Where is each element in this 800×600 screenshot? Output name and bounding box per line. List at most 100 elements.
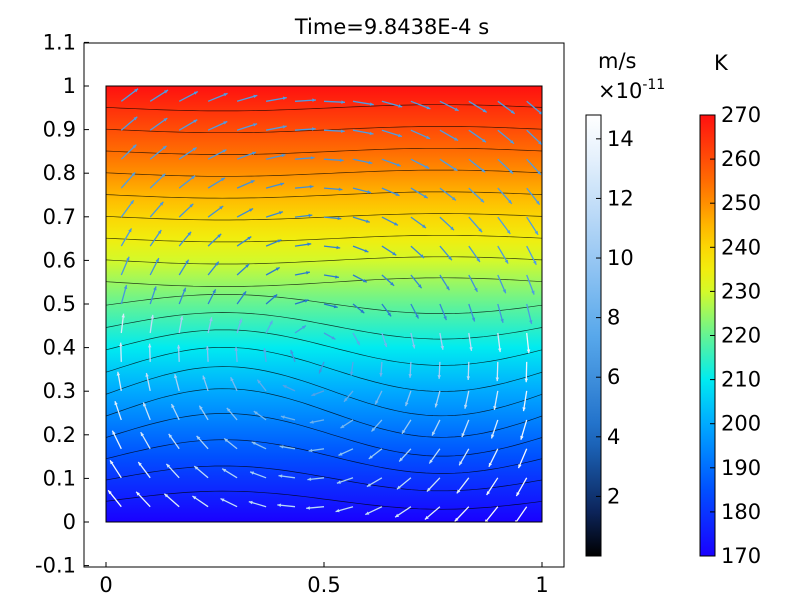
velocity-arrow-164 — [410, 100, 431, 110]
velocity-arrow-212 — [517, 448, 528, 469]
velocity-arrow-58 — [207, 120, 228, 131]
velocity-arrow-54 — [207, 233, 222, 247]
y-tick-label-6: 0.5 — [43, 292, 76, 316]
temperature-tick-label-7: 240 — [721, 235, 761, 259]
velocity-arrow-68 — [236, 263, 250, 276]
velocity-arrow-110 — [318, 361, 325, 374]
velocity-arrow-13 — [120, 116, 138, 131]
velocity-arrow-85 — [265, 211, 284, 218]
velocity-arrow-132 — [352, 158, 373, 165]
velocity-arrow-6 — [120, 313, 125, 334]
velocity-arrow-131 — [352, 187, 372, 194]
velocity-arrow-34 — [174, 374, 180, 392]
temperature-colorbar: K 170 180 190 200 210 220 230 240 250 260 270 — [699, 51, 761, 568]
velocity-arrow-15 — [135, 491, 151, 508]
velocity-arrow-44 — [178, 91, 199, 102]
velocity-arrow-103 — [294, 127, 316, 131]
velocity-arrow-52 — [207, 289, 217, 305]
velocity-arrow-150 — [394, 506, 412, 518]
velocity-arrow-93 — [280, 415, 296, 421]
velocity-arrow-204 — [497, 245, 509, 264]
y-axis-ticks: -0.1 0 0.1 0.2 0.3 0.4 0.5 0.6 0.7 0.8 0.9 1 1.1 — [35, 30, 89, 578]
temperature-tick-label-2: 190 — [721, 456, 761, 480]
isotherm-line-18 — [106, 126, 542, 134]
velocity-arrow-214 — [522, 390, 528, 412]
y-tick-label-3: 0.2 — [43, 423, 76, 447]
temperature-tick-label-9: 260 — [721, 147, 761, 171]
velocity-arrow-200 — [495, 361, 499, 382]
velocity-arrow-31 — [165, 463, 180, 479]
velocity-arrow-163 — [410, 129, 431, 140]
velocity-arrow-69 — [236, 236, 252, 247]
velocity-arrow-217 — [526, 303, 533, 325]
x-tick-label-1: 0.5 — [307, 573, 340, 597]
velocity-arrow-36 — [178, 315, 184, 334]
velocity-tick-label-3: 8 — [607, 306, 620, 330]
velocity-arrow-208 — [497, 129, 515, 145]
isotherm-line-1 — [106, 490, 542, 510]
velocity-arrow-191 — [468, 187, 485, 203]
velocity-arrow-35 — [176, 344, 181, 362]
velocity-arrow-89 — [265, 96, 287, 102]
velocity-arrow-190 — [468, 216, 483, 233]
velocity-arrow-111 — [323, 332, 336, 340]
velocity-arrow-115 — [323, 216, 342, 221]
isotherm-line-19 — [106, 104, 542, 112]
velocity-arrow-100 — [294, 213, 313, 218]
velocity-arrow-188 — [468, 274, 478, 293]
velocity-arrow-37 — [178, 287, 187, 305]
velocity-arrow-3 — [114, 400, 122, 421]
velocity-arrow-59 — [207, 92, 228, 102]
velocity-arrow-171 — [439, 332, 444, 350]
velocity-arrow-101 — [294, 185, 314, 189]
velocity-arrow-213 — [520, 419, 528, 440]
velocity-arrow-53 — [207, 261, 220, 276]
velocity-arrow-125 — [349, 361, 354, 376]
temperature-tick-label-3: 200 — [721, 412, 761, 436]
velocity-arrow-21 — [149, 314, 155, 334]
velocity-arrow-1 — [109, 460, 122, 479]
velocity-arrow-121 — [336, 477, 354, 484]
velocity-arrow-193 — [468, 129, 487, 143]
velocity-arrow-151 — [396, 477, 412, 490]
velocity-arrow-76 — [249, 471, 267, 479]
velocity-arrow-97 — [294, 299, 309, 305]
velocity-arrow-129 — [352, 245, 369, 253]
velocity-colorbar-bar — [585, 114, 602, 557]
velocity-arrow-184 — [464, 390, 470, 409]
velocity-arrow-179 — [439, 100, 459, 112]
velocity-arrow-158 — [410, 274, 423, 289]
temperature-unit-label: K — [714, 51, 729, 75]
velocity-arrow-211 — [515, 477, 528, 497]
velocity-arrow-41 — [178, 175, 196, 189]
y-tick-label-5: 0.4 — [43, 336, 76, 360]
velocity-arrow-173 — [439, 274, 450, 291]
velocity-exponent: -11 — [642, 77, 665, 93]
velocity-arrow-135 — [365, 506, 383, 516]
velocity-arrow-162 — [410, 158, 430, 170]
velocity-arrow-107 — [308, 448, 325, 453]
velocity-arrow-10 — [120, 199, 135, 218]
velocity-arrow-63 — [226, 407, 238, 421]
velocity-arrow-120 — [335, 506, 354, 513]
velocity-arrow-205 — [497, 216, 511, 235]
velocity-arrow-55 — [207, 205, 224, 218]
velocity-arrow-159 — [410, 245, 425, 259]
velocity-arrow-128 — [352, 274, 368, 283]
velocity-arrow-180 — [454, 506, 470, 522]
velocity-arrow-39 — [178, 231, 192, 247]
chart-title: Time=9.8438E-4 s — [294, 15, 489, 39]
velocity-arrow-51 — [207, 317, 213, 334]
velocity-tick-label-6: 14 — [607, 127, 634, 151]
velocity-arrow-83 — [265, 266, 281, 276]
velocity-arrow-189 — [468, 245, 481, 263]
x-tick-label-2: 1 — [535, 573, 548, 597]
velocity-arrow-186 — [468, 332, 473, 351]
velocity-arrow-202 — [497, 303, 504, 323]
velocity-arrow-123 — [340, 419, 354, 429]
velocity-arrow-222 — [526, 158, 542, 176]
velocity-arrow-223 — [526, 129, 542, 146]
velocity-arrow-215 — [524, 361, 528, 383]
isotherm-line-6 — [106, 366, 542, 417]
